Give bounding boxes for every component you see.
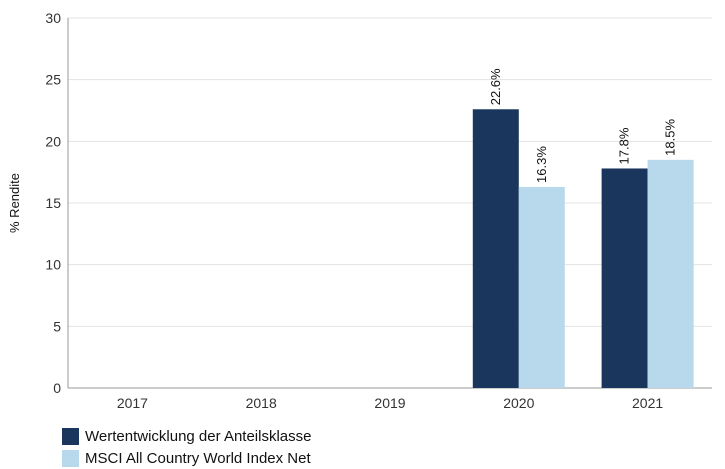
x-axis-ticks: 2017 2018 2019 2020 2021 [117,395,664,411]
bar [601,168,648,388]
y-tick-label: 25 [45,72,61,88]
data-label: 22.6% [488,68,503,105]
legend-swatch-share-class [62,427,79,445]
y-axis-ticks: 0 5 10 15 20 25 30 [45,10,61,396]
legend: Wertentwicklung der Anteilsklasse MSCI A… [62,425,312,469]
x-tick-label: 2018 [246,395,277,411]
gridlines [67,17,712,389]
x-tick-label: 2021 [632,395,663,411]
y-tick-label: 0 [53,380,61,396]
legend-label-share-class: Wertentwicklung der Anteilsklasse [85,427,312,445]
legend-item-share-class: Wertentwicklung der Anteilsklasse [62,425,312,447]
bars [472,109,694,389]
data-label: 17.8% [617,127,632,164]
bar [647,159,694,388]
x-tick-label: 2017 [117,395,148,411]
bar [472,109,519,389]
y-tick-label: 10 [45,257,61,273]
x-tick-label: 2019 [374,395,405,411]
legend-item-msci-index: MSCI All Country World Index Net [62,447,312,469]
y-axis-label: % Rendite [7,173,22,233]
y-tick-label: 5 [53,318,61,334]
bar [518,186,565,388]
y-tick-label: 15 [45,195,61,211]
legend-swatch-msci-index [62,449,79,467]
data-label: 18.5% [663,119,678,156]
legend-label-msci-index: MSCI All Country World Index Net [85,449,311,467]
data-labels: 22.6% 16.3% 17.8% 18.5% [488,68,678,183]
x-tick-label: 2020 [503,395,534,411]
data-label: 16.3% [534,146,549,183]
y-tick-label: 30 [45,10,61,26]
y-tick-label: 20 [45,133,61,149]
